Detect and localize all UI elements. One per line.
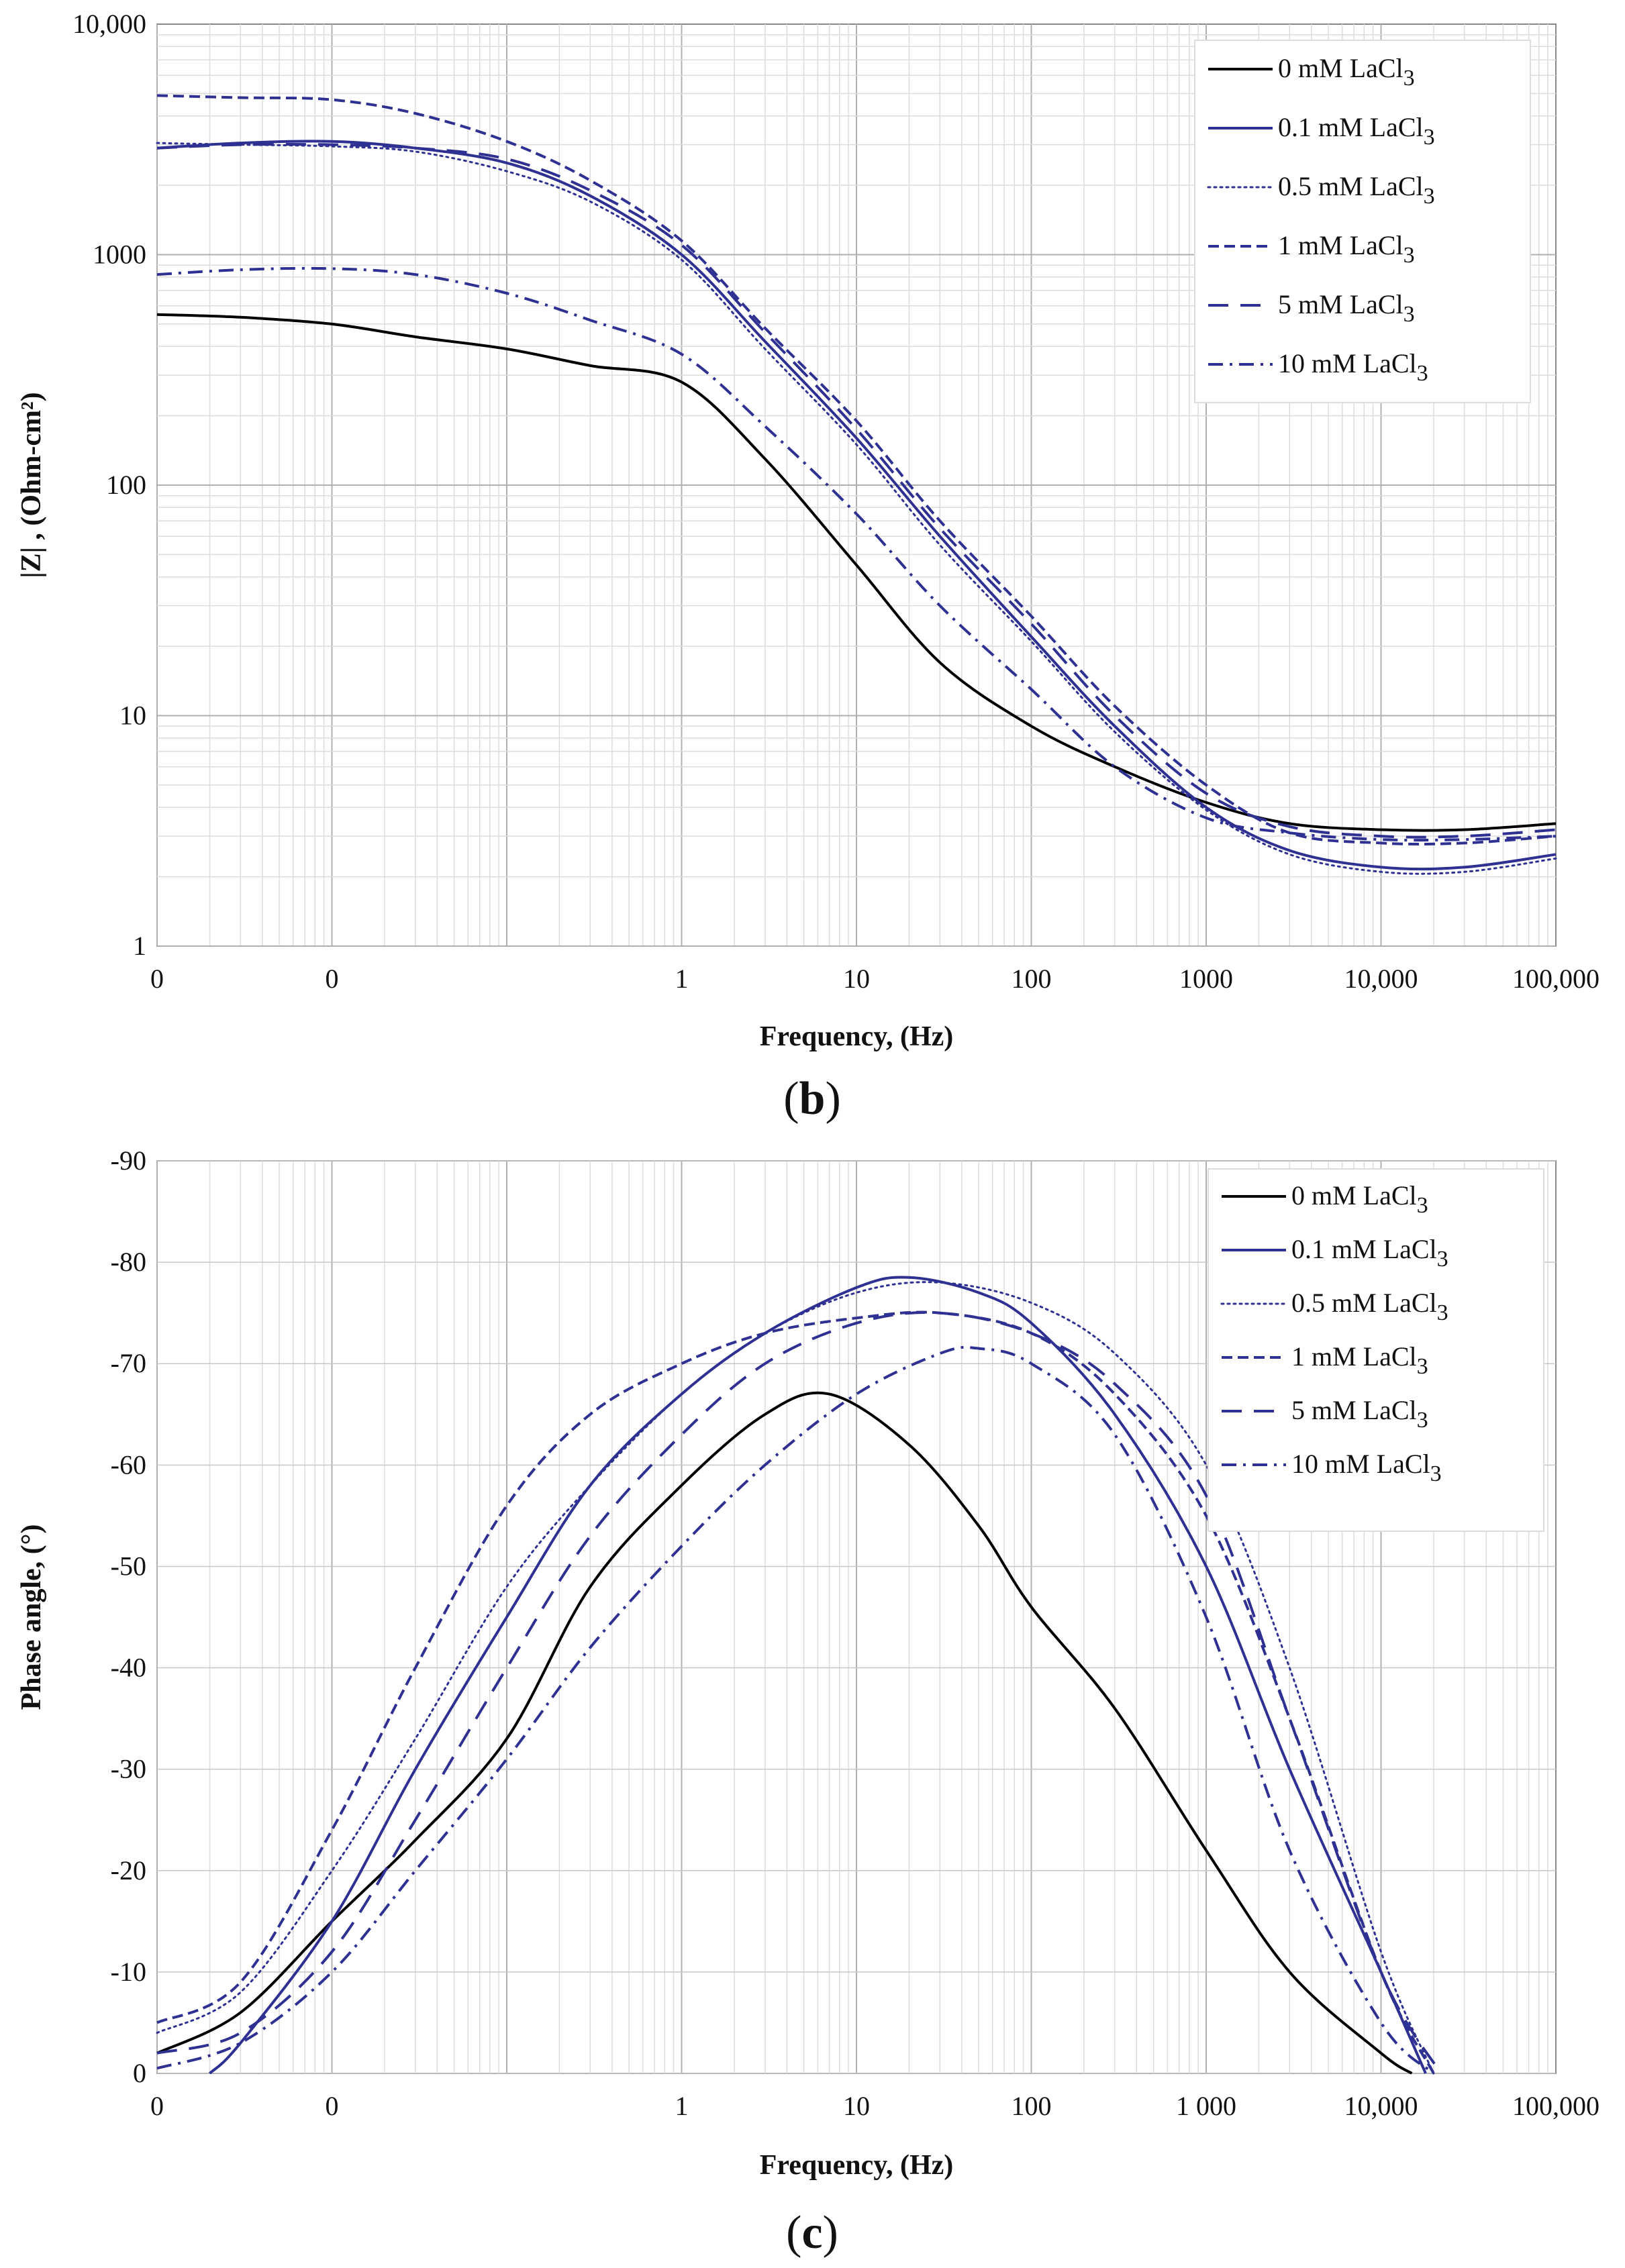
y-tick-labels: 1 10 100 1000 10,000 [72, 9, 146, 961]
x-tick-label: 10,000 [1344, 964, 1418, 994]
x-tick-label: 100 [1012, 964, 1052, 994]
series-line-1 [156, 140, 1557, 871]
x-tick-label: 100 [1012, 2091, 1052, 2121]
x-tick-label: 10,000 [1344, 2091, 1418, 2121]
y-tick-label: -50 [111, 1551, 146, 1581]
x-axis-title: Frequency, (Hz) [760, 1021, 954, 1052]
legend-entry-label: 0.1 mM LaCl3 [1291, 1234, 1448, 1272]
y-tick-label: 0 [133, 2058, 146, 2088]
x-tick-label: 100,000 [1512, 964, 1599, 994]
x-tick-label: 100,000 [1512, 2091, 1599, 2121]
legend-entry-label: 0 mM LaCl3 [1278, 53, 1415, 91]
x-tick-label: 1 000 [1176, 2091, 1236, 2121]
series-line-5 [156, 266, 1557, 842]
legend-entry-label: 10 mM LaCl3 [1291, 1449, 1442, 1486]
series-lines [156, 1276, 1442, 2075]
y-tick-label: 1 [133, 931, 146, 961]
x-tick-labels: 0 0 1 10 100 1 000 10,000 100,000 [150, 2091, 1599, 2121]
x-tick-label: 10 [843, 2091, 870, 2121]
series-line-3 [156, 94, 1557, 845]
series-line-0 [156, 313, 1557, 832]
y-tick-label: 100 [106, 470, 146, 500]
x-tick-label: 1 [675, 2091, 689, 2121]
y-axis-title: |Z| , (Ohm-cm²) [16, 392, 47, 578]
series-line-0 [156, 1391, 1413, 2075]
series-line-5 [156, 1345, 1435, 2075]
y-tick-label: -10 [111, 1957, 146, 1987]
legend-box [1194, 40, 1531, 403]
y-tick-label: -30 [111, 1754, 146, 1784]
y-tick-label: -40 [111, 1653, 146, 1683]
series-line-2 [156, 142, 1557, 875]
legend-entry-label: 1 mM LaCl3 [1291, 1341, 1428, 1379]
legend-entry-label: 5 mM LaCl3 [1291, 1395, 1428, 1433]
y-tick-label: -70 [111, 1348, 146, 1378]
x-tick-label: 0 [326, 2091, 339, 2121]
y-tick-label: -90 [111, 1145, 146, 1176]
x-tick-label: 1 [675, 964, 689, 994]
y-tick-label: -20 [111, 1855, 146, 1886]
legend: 0 mM LaCl3 0.1 mM LaCl3 0.5 mM LaCl3 1 mM L… [1194, 40, 1531, 403]
legend-entry-label: 0 mM LaCl3 [1291, 1180, 1428, 1218]
y-tick-label: 1000 [93, 240, 146, 270]
x-tick-label: 0 [150, 2091, 164, 2121]
panel-label-b: (b) [783, 1073, 841, 1125]
legend-entry-label: 5 mM LaCl3 [1278, 289, 1415, 327]
legend-entry-label: 0.5 mM LaCl3 [1278, 171, 1435, 209]
x-tick-label: 10 [843, 964, 870, 994]
y-axis-title: Phase angle, (°) [16, 1525, 47, 1710]
x-tick-label: 0 [326, 964, 339, 994]
series-line-2 [156, 1281, 1435, 2075]
legend-entry-label: 0.1 mM LaCl3 [1278, 112, 1435, 150]
legend-entry-label: 10 mM LaCl3 [1278, 348, 1428, 386]
y-tick-label: -60 [111, 1449, 146, 1480]
chart-panel-c: -90-80-70-60-50-40-30-20-100 0 0 1 10 100 1 0… [16, 1145, 1599, 2259]
series-line-4 [156, 1311, 1442, 2075]
legend: 0 mM LaCl3 0.1 mM LaCl3 0.5 mM LaCl3 1 mM L… [1208, 1168, 1544, 1532]
series-lines [156, 94, 1557, 875]
y-tick-labels: -90 -80 -70 -60 -50 -40 -30 -20 -10 0 [111, 1145, 146, 2088]
x-axis-title: Frequency, (Hz) [760, 2150, 954, 2181]
x-tick-label: 1000 [1179, 964, 1233, 994]
legend-entry-label: 0.5 mM LaCl3 [1291, 1288, 1448, 1325]
y-tick-label: -80 [111, 1247, 146, 1277]
y-tick-label: 10,000 [72, 9, 146, 39]
x-tick-label: 0 [150, 964, 164, 994]
panel-label-c: (c) [786, 2207, 838, 2259]
x-tick-labels: 0 0 1 10 100 1000 10,000 100,000 [150, 964, 1599, 994]
y-tick-label: 10 [119, 701, 146, 731]
legend-box [1208, 1168, 1544, 1532]
legend-entry-label: 1 mM LaCl3 [1278, 230, 1415, 268]
series-line-1 [208, 1276, 1427, 2075]
